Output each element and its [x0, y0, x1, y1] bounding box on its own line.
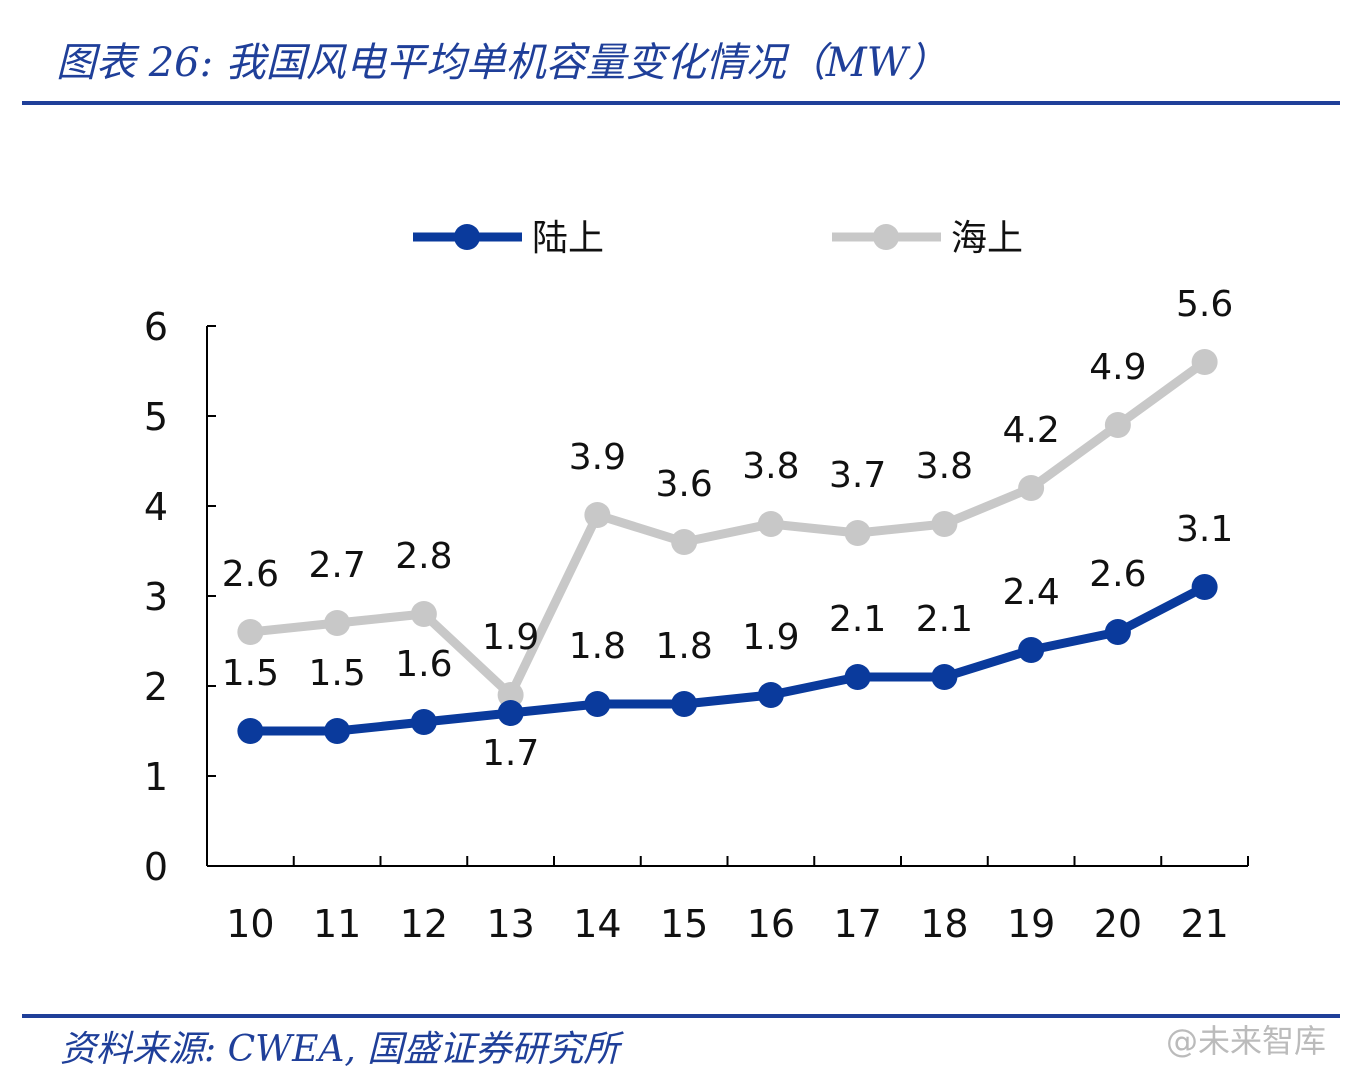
data-label: 3.7	[829, 455, 886, 496]
data-label: 2.7	[308, 545, 365, 586]
data-point	[237, 718, 264, 744]
data-label: 1.5	[308, 653, 365, 694]
y-tick-label: 4	[144, 485, 168, 529]
legend-marker	[873, 224, 899, 250]
data-label: 2.4	[1002, 572, 1059, 613]
data-label: 1.5	[222, 653, 279, 694]
data-label: 1.8	[569, 626, 626, 667]
y-tick-label: 5	[144, 395, 168, 439]
series-line-offshore	[249, 358, 1208, 700]
data-label: 3.9	[569, 437, 626, 478]
data-label: 1.7	[482, 733, 539, 774]
series-line-onshore	[250, 583, 1207, 736]
x-tick-label: 14	[573, 902, 621, 946]
data-point	[324, 610, 351, 636]
data-point	[931, 664, 958, 690]
y-tick-label: 0	[144, 845, 168, 889]
data-label: 2.8	[395, 536, 452, 577]
data-label: 3.6	[655, 464, 712, 505]
data-label: 2.6	[1089, 554, 1146, 595]
legend-marker	[454, 224, 480, 250]
data-label: 4.2	[1002, 410, 1059, 451]
data-label: 2.1	[916, 599, 973, 640]
data-point	[410, 709, 437, 735]
data-point	[1104, 619, 1131, 645]
x-tick-label: 11	[313, 902, 361, 946]
data-label: 1.9	[742, 617, 799, 658]
data-label: 1.9	[482, 617, 539, 658]
data-point	[1018, 475, 1045, 501]
data-point	[1018, 637, 1045, 663]
data-point	[931, 511, 958, 537]
y-tick-label: 3	[144, 575, 168, 619]
x-tick-label: 10	[226, 902, 274, 946]
y-tick-label: 2	[144, 665, 168, 709]
x-tick-label: 19	[1007, 902, 1055, 946]
x-tick-label: 12	[400, 902, 448, 946]
data-point	[671, 529, 698, 555]
x-tick-label: 21	[1180, 902, 1228, 946]
x-tick-label: 15	[660, 902, 708, 946]
data-label: 1.8	[655, 626, 712, 667]
y-tick-label: 1	[144, 755, 168, 799]
x-tick-label: 17	[833, 902, 881, 946]
x-tick-label: 13	[486, 902, 534, 946]
data-point	[757, 511, 784, 537]
data-label: 5.6	[1176, 284, 1233, 325]
data-label: 3.8	[742, 446, 799, 487]
data-point	[757, 682, 784, 708]
data-point	[671, 691, 698, 717]
y-tick-label: 6	[144, 305, 168, 349]
data-point	[584, 502, 611, 528]
data-point	[237, 619, 264, 645]
x-tick-label: 20	[1094, 902, 1142, 946]
legend-label: 海上	[951, 218, 1023, 259]
watermark: @未来智库	[1165, 1022, 1326, 1060]
data-point	[584, 691, 611, 717]
x-tick-label: 16	[747, 902, 795, 946]
data-label: 2.1	[829, 599, 886, 640]
legend-label: 陆上	[532, 218, 604, 259]
data-point	[1191, 349, 1218, 375]
source-note: 资料来源: CWEA, 国盛证券研究所	[60, 1029, 620, 1070]
data-point	[497, 682, 524, 708]
data-label: 3.8	[916, 446, 973, 487]
data-point	[1191, 574, 1218, 600]
data-label: 1.6	[395, 644, 452, 685]
data-label: 4.9	[1089, 347, 1146, 388]
data-label: 3.1	[1176, 509, 1233, 550]
data-point	[844, 520, 871, 546]
data-point	[410, 601, 437, 627]
data-point	[844, 664, 871, 690]
data-point	[1104, 412, 1131, 438]
bottom-divider	[22, 1014, 1340, 1018]
data-point	[497, 700, 524, 726]
data-label: 2.6	[222, 554, 279, 595]
top-divider	[22, 101, 1340, 105]
data-point	[324, 718, 351, 744]
x-tick-label: 18	[920, 902, 968, 946]
chart-title: 图表 26: 我国风电平均单机容量变化情况（MW）	[56, 40, 948, 86]
